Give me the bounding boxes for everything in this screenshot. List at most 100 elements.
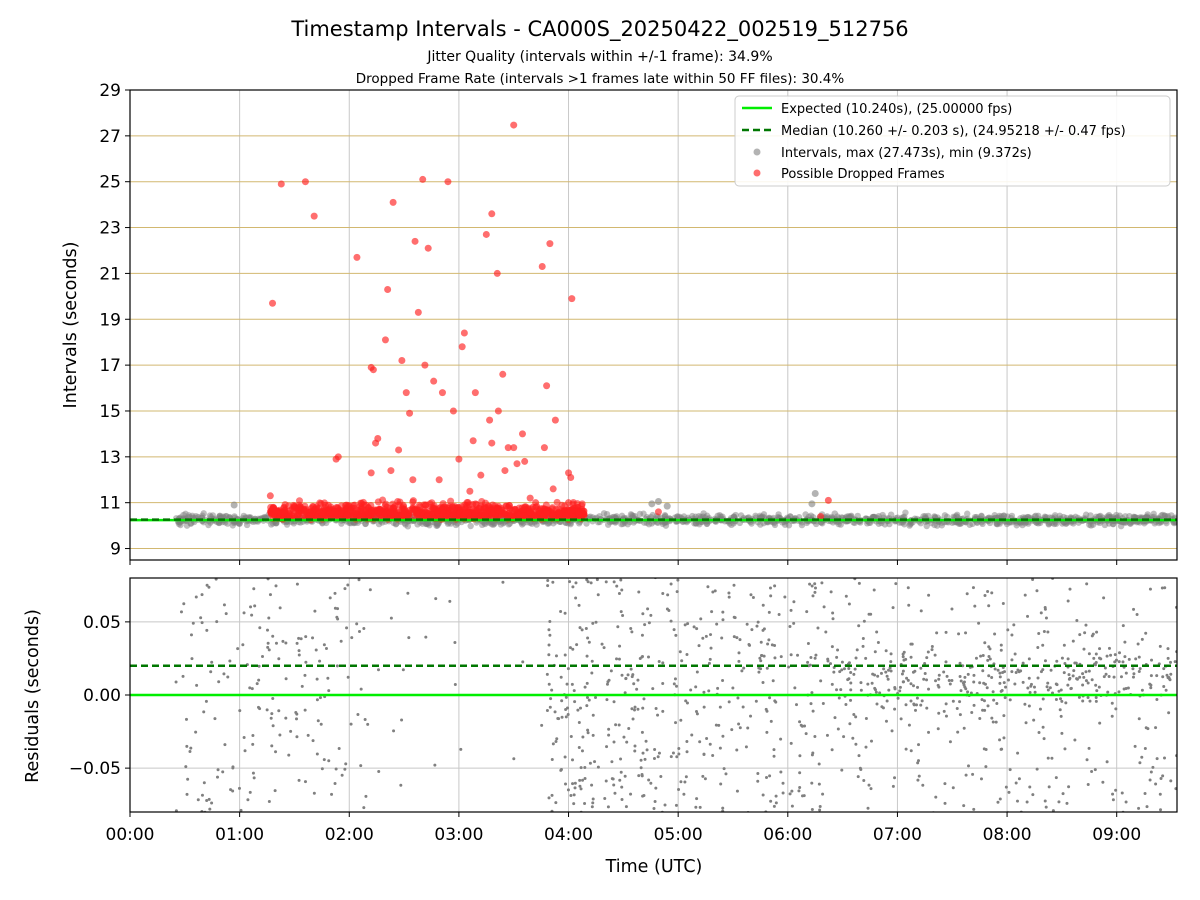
residual-point (202, 710, 206, 714)
residual-point (979, 654, 983, 658)
residual-point (1045, 685, 1049, 689)
residual-point (855, 648, 859, 652)
dropped-frame-point (510, 444, 518, 452)
dropped-frame-point (343, 512, 351, 520)
residual-point (731, 686, 735, 690)
residual-point (982, 747, 986, 751)
residual-point (759, 640, 763, 644)
residual-point (604, 779, 608, 783)
residual-point (959, 689, 963, 693)
residual-point (287, 753, 291, 757)
residual-point (566, 712, 570, 716)
dropped-frame-point (505, 502, 513, 510)
residual-point (1138, 761, 1142, 765)
residual-point (859, 688, 863, 692)
residual-point (573, 700, 577, 704)
residual-point (249, 605, 253, 609)
residual-point (990, 591, 994, 595)
residual-point (199, 616, 203, 620)
residual-point (1081, 672, 1085, 676)
residual-point (675, 755, 679, 759)
residual-point (563, 611, 567, 615)
residual-point (252, 776, 256, 780)
residual-point (998, 797, 1002, 801)
residual-point (271, 696, 275, 700)
residual-point (629, 667, 633, 671)
residual-point (637, 774, 641, 778)
residual-point (1101, 780, 1105, 784)
residual-point (605, 745, 609, 749)
residual-point (999, 689, 1003, 693)
residual-point (585, 681, 589, 685)
interval-point (969, 520, 976, 528)
residual-point (1013, 652, 1017, 656)
residual-point (548, 705, 552, 709)
residual-point (1059, 688, 1063, 692)
residual-point (998, 738, 1002, 742)
residual-point (327, 759, 331, 763)
interval-point (628, 512, 636, 519)
residual-point (1084, 670, 1088, 674)
residual-point (571, 585, 575, 589)
residual-point (251, 742, 255, 746)
dropped-frame-point (552, 505, 560, 513)
residual-point (653, 747, 657, 751)
residual-point (930, 648, 934, 652)
residual-point (271, 724, 275, 728)
interval-point (971, 513, 979, 521)
residual-point (1123, 640, 1127, 644)
residual-point (315, 677, 319, 681)
y-tick-label: 17 (99, 356, 121, 376)
residual-point (350, 636, 354, 640)
residual-point (315, 698, 319, 702)
residual-point (849, 681, 853, 685)
residual-point (265, 708, 269, 712)
residual-point (810, 808, 814, 812)
residual-point (343, 587, 347, 591)
residual-point (711, 570, 714, 573)
legend-dropped-label: Possible Dropped Frames (781, 167, 945, 182)
x-tick-label: 08:00 (983, 825, 1032, 845)
residual-point (702, 705, 706, 709)
dropped-frame-point (384, 285, 392, 293)
residual-point (1151, 765, 1155, 769)
residual-point (768, 586, 772, 590)
residual-point (1086, 681, 1090, 685)
residual-point (798, 754, 802, 758)
residual-point (732, 583, 736, 587)
residual-point (1032, 718, 1036, 722)
interval-point (1089, 521, 1097, 528)
y-tick-label: 29 (99, 81, 121, 101)
residual-point (216, 768, 220, 772)
residual-point (1137, 670, 1141, 674)
residual-point (583, 685, 587, 689)
residual-point (698, 805, 702, 809)
residual-point (585, 578, 589, 582)
residual-point (188, 750, 192, 754)
residual-point (942, 709, 946, 713)
residual-point (635, 687, 639, 691)
residual-point (830, 645, 834, 649)
residual-point (222, 603, 226, 607)
interval-point (230, 501, 238, 509)
residual-point (756, 620, 760, 624)
residual-point (1160, 586, 1164, 590)
residual-point (719, 782, 723, 786)
dropped-frame-point (510, 121, 518, 129)
dropped-frame-point (430, 502, 438, 510)
residual-point (424, 635, 428, 639)
residual-point (732, 635, 736, 639)
residual-point (1029, 684, 1033, 688)
residual-point (773, 699, 777, 703)
residual-point (745, 622, 749, 626)
residual-point (607, 678, 611, 682)
residual-point (1159, 777, 1163, 781)
residual-point (1059, 714, 1063, 718)
residual-point (633, 705, 637, 709)
residual-point (716, 686, 720, 690)
residual-point (303, 708, 307, 712)
dropped-frame-point (824, 496, 832, 504)
residual-point (901, 652, 905, 656)
residual-point (204, 699, 208, 703)
residual-point (849, 688, 853, 692)
